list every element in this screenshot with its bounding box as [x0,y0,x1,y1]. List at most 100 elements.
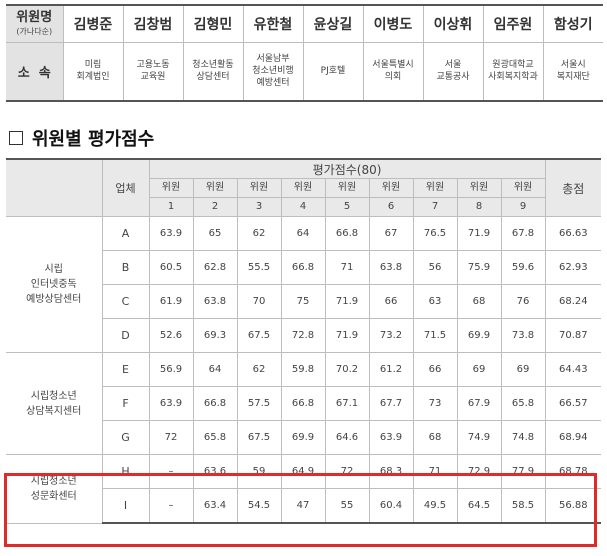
score-row: 시립청소년 상담복지센터 E 56.9 64 62 59.8 70.2 61.2 66 69 69 64… [6,352,602,455]
member-org-cell: 서울 교통공사 [422,41,484,102]
juror-label: 위원 [368,178,414,198]
score-cell: 61.2 [368,352,414,387]
score-cell: 75 [280,284,326,319]
score-cell: 69 [456,352,502,387]
group-name-line: 인터넷중독 [30,279,77,290]
group-name-line: 성문화센터 [30,490,77,502]
score-cell: 62.8 [192,250,238,285]
group-name-line: 상담복지센터 [26,405,82,417]
juror-number: 5 [324,197,370,217]
score-cell: 71.9 [456,216,502,251]
score-cell: 58.5 [500,488,546,524]
score-cell: 66 [368,284,414,319]
juror-label-row: 위원 위원 위원 위원 위원 위원 위원 위원 위원 [6,178,601,198]
score-cell: 56.9 [148,352,194,387]
business-cell: F [102,386,150,421]
total-cell: 70.87 [544,318,602,353]
member-name-cell: 이상휘 [422,4,484,43]
score-row: D 52.6 69.3 67.5 72.8 71.9 73.2 71.5 69.9 73.8 70.… [6,318,602,353]
member-name-cell: 윤상길 [302,4,364,43]
member-org-cell: 서울시 복지재단 [542,41,603,102]
score-cell: 47 [280,488,326,524]
org-line: 서울시 [560,60,586,71]
juror-label: 위원 [192,178,238,198]
juror-number: 6 [368,197,414,217]
score-cell: 71 [324,250,370,285]
score-cell: 62 [236,216,282,251]
org-line: 서울 [444,60,462,71]
business-cell: E [101,352,150,387]
member-org-cell: 청소년활동 상담센터 [182,41,244,102]
score-row: G 72 65.8 67.5 69.9 64.6 63.9 68 74.9 74.8 68.94 [6,420,602,455]
score-cell: 63.9 [148,386,194,421]
juror-number: 7 [412,197,458,217]
checkbox-icon [9,131,23,145]
org-line: 원광대학교 [492,60,534,71]
org-line: 서울남부 [256,54,290,65]
score-cell: 62 [236,352,282,387]
score-cell: 72.8 [280,318,326,353]
score-row: B 60.5 62.8 55.5 66.8 71 63.8 56 75.9 59.6 62.93 [6,250,602,285]
member-name-cell: 유한철 [242,4,304,43]
total-cell: 68.94 [544,420,602,455]
score-cell: 66.8 [280,250,326,285]
score-cell: 66.8 [192,386,238,421]
score-cell: 64 [280,216,326,251]
score-cell: 73 [412,386,458,421]
juror-label: 위원 [324,178,370,198]
header-total: 총점 [544,158,602,217]
score-cell: 55 [324,488,370,524]
member-org-cell: 원광대학교 사회복지학과 [482,41,544,102]
score-cell: 63.9 [148,216,194,251]
score-cell: 74.9 [456,420,502,455]
score-cell: 57.5 [236,386,282,421]
org-line: 서울특별시 [372,60,414,71]
score-cell: 63.8 [368,250,414,285]
score-cell: 74.8 [500,420,546,455]
score-cell: 67.8 [500,216,546,251]
header-business: 업체 [101,158,150,217]
juror-label: 위원 [456,178,502,198]
score-cell: 66 [412,352,458,387]
score-cell: 75.9 [456,250,502,285]
score-cell: 63.6 [192,454,238,489]
score-cell: 54.5 [236,488,282,524]
score-cell: 61.9 [148,284,194,319]
juror-label: 위원 [236,178,282,198]
score-cell: 66.8 [324,216,370,251]
org-line: 청소년비행 [252,66,294,77]
group-name-line: 예방상담센터 [26,294,82,305]
score-cell: 67.9 [456,386,502,421]
member-name-cell: 이병도 [362,4,424,43]
business-cell: C [102,284,150,319]
org-line: 교통공사 [436,72,470,83]
score-cell: 71.9 [324,318,370,353]
score-cell: 68 [456,284,502,319]
group-name-line: 시립청소년 [30,475,77,487]
score-cell: 69.9 [280,420,326,455]
member-name-cell: 함성기 [542,4,603,43]
score-cell: 70.2 [324,352,370,387]
juror-label: 위원 [280,178,326,198]
member-name-cell: 김병준 [62,4,124,43]
score-cell: 65.8 [192,420,238,455]
total-cell: 68.24 [544,284,602,319]
business-cell: A [101,216,150,251]
header-eval-score: 평가점수(80) [148,158,546,179]
member-name-cell: 김창범 [122,4,184,43]
total-cell: 66.57 [544,386,602,421]
score-cell: 59.8 [280,352,326,387]
score-cell: 72 [324,454,370,489]
org-line: 예방센터 [256,78,290,89]
org-line: 고용노동 [136,60,170,71]
total-cell: 56.88 [544,488,602,524]
score-cell: 67.1 [324,386,370,421]
score-cell: 72.9 [456,454,502,489]
score-cell: 65 [192,216,238,251]
score-cell: 70 [236,284,282,319]
score-row: F 63.9 66.8 57.5 66.8 67.1 67.7 73 67.9 65.8 66.57 [6,386,602,421]
score-cell: 67.5 [236,420,282,455]
score-cell: 76.5 [412,216,458,251]
